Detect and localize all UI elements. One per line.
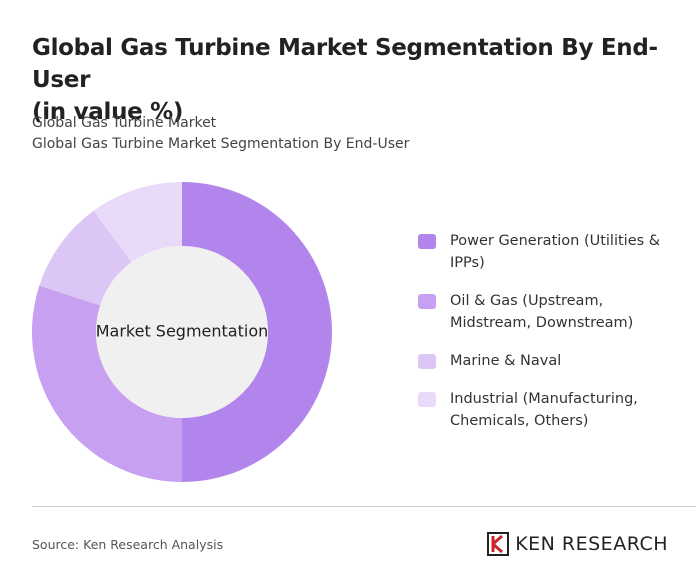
slice	[182, 182, 332, 482]
legend-label: Industrial (Manufacturing, Chemicals, Ot…	[450, 391, 638, 429]
logo-text: KEN RESEARCH	[515, 533, 668, 555]
legend-item: Power Generation (Utilities & IPPs)	[418, 230, 668, 274]
logo-icon	[487, 532, 510, 556]
slice	[31, 285, 182, 482]
legend-label: Power Generation (Utilities & IPPs)	[450, 233, 661, 271]
legend: Power Generation (Utilities & IPPs) Oil &…	[418, 230, 668, 448]
divider	[32, 506, 696, 507]
slice	[93, 182, 182, 263]
legend-label: Marine & Naval	[450, 353, 562, 369]
donut-hole	[96, 246, 268, 418]
title: Global Gas Turbine Market Segmentation B…	[32, 32, 700, 128]
center-label: Market Segmentation	[96, 322, 269, 341]
legend-swatch	[418, 354, 436, 369]
title-line: (in value %)	[32, 99, 184, 125]
subtitle-line: Global Gas Turbine Market	[32, 115, 217, 131]
chart: Market Segmentation	[31, 182, 332, 482]
legend-item: Industrial (Manufacturing, Chemicals, Ot…	[418, 388, 668, 432]
slice	[39, 210, 132, 306]
legend-swatch	[418, 294, 436, 309]
legend-swatch	[418, 234, 436, 249]
subtitle: Global Gas Turbine Market Global Gas Tur…	[32, 113, 409, 155]
legend-item: Marine & Naval	[418, 350, 668, 372]
logo: KEN RESEARCH	[487, 532, 668, 556]
source: Source: Ken Research Analysis	[32, 537, 224, 552]
title-line: Global Gas Turbine Market Segmentation B…	[32, 35, 658, 93]
legend-label: Oil & Gas (Upstream, Midstream, Downstre…	[450, 293, 634, 331]
subtitle-line: Global Gas Turbine Market Segmentation B…	[32, 136, 410, 152]
legend-item: Oil & Gas (Upstream, Midstream, Downstre…	[418, 290, 668, 334]
legend-swatch	[418, 392, 436, 407]
